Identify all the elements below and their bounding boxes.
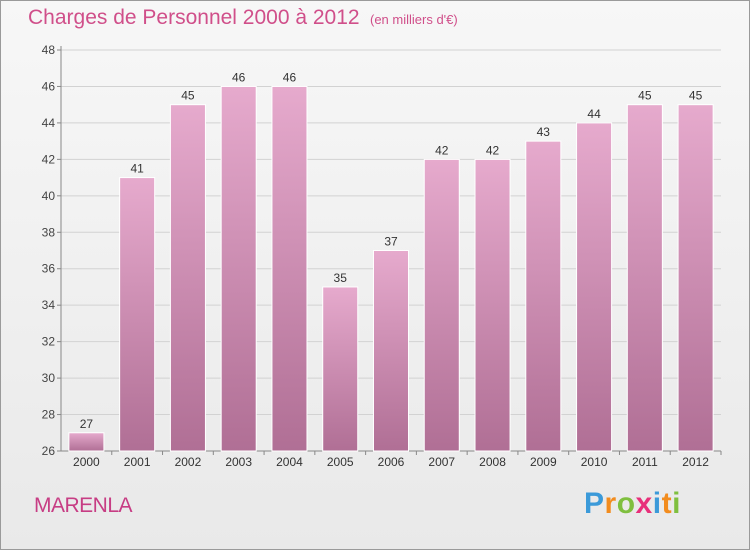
bar [322,286,359,452]
y-tick-label: 48 [42,43,56,57]
data-label: 44 [587,107,601,121]
y-tick-label: 34 [42,298,56,312]
y-tick-label: 30 [42,371,56,385]
bar [169,104,206,452]
data-label: 42 [435,143,449,157]
bar [220,85,257,452]
y-tick-label: 26 [42,444,56,458]
bar [626,104,663,452]
data-label: 43 [537,125,551,139]
y-tick-label: 28 [42,408,56,422]
x-tick-label: 2009 [530,455,557,469]
x-tick-label: 2010 [581,455,608,469]
x-tick-label: 2002 [175,455,202,469]
data-label: 41 [130,162,144,176]
y-tick-label: 36 [42,262,56,276]
x-tick-label: 2006 [378,455,405,469]
tick-labels: 26 28 30 32 34 36 38 40 42 44 46 48 2000 2001 2002 2003… [42,43,710,469]
logo-letter: o [616,487,636,520]
x-tick-label: 2001 [124,455,151,469]
bars [68,85,714,452]
x-tick-label: 2008 [479,455,506,469]
logo-letter: i [652,487,662,520]
x-tick-label: 2011 [632,455,658,469]
x-tick-label: 2004 [276,455,303,469]
bar [68,432,105,452]
bar [271,85,308,452]
bar [677,104,714,452]
y-tick-label: 46 [42,79,56,93]
x-tick-label: 2000 [73,455,100,469]
data-label: 35 [334,271,348,285]
data-label: 46 [232,70,246,84]
bar [372,250,410,452]
commune-name: MARENLA [34,494,133,517]
proxiti-logo: Proxiti [584,487,681,521]
y-tick-label: 42 [42,152,56,166]
x-tick-label: 2005 [327,455,354,469]
data-label: 27 [80,417,94,431]
data-label: 37 [384,235,398,249]
y-tick-label: 44 [42,116,56,130]
data-labels: 27 41 45 46 46 35 37 42 42 43 44 45 45 [80,70,703,430]
y-tick-label: 40 [42,189,56,203]
data-label: 45 [689,89,703,103]
chart-subtitle: (en milliers d'€) [370,12,458,27]
y-tick-label: 38 [42,225,56,239]
bar [474,158,511,452]
bar [423,158,460,452]
bar [576,122,613,452]
logo-letter: t [661,487,673,520]
data-label: 46 [283,70,297,84]
data-label: 45 [638,89,652,103]
data-label: 42 [486,143,500,157]
x-tick-label: 2007 [428,455,455,469]
chart-title: Charges de Personnel 2000 à 2012 [28,6,360,29]
logo-letter: x [635,487,653,520]
logo-letter: r [604,487,617,520]
bar [525,140,562,452]
data-label: 45 [181,89,195,103]
y-tick-label: 32 [42,335,56,349]
bar [119,177,156,452]
logo-letter: P [584,487,605,520]
logo-letter: i [672,487,681,520]
x-tick-label: 2003 [225,455,252,469]
x-tick-label: 2012 [682,455,709,469]
